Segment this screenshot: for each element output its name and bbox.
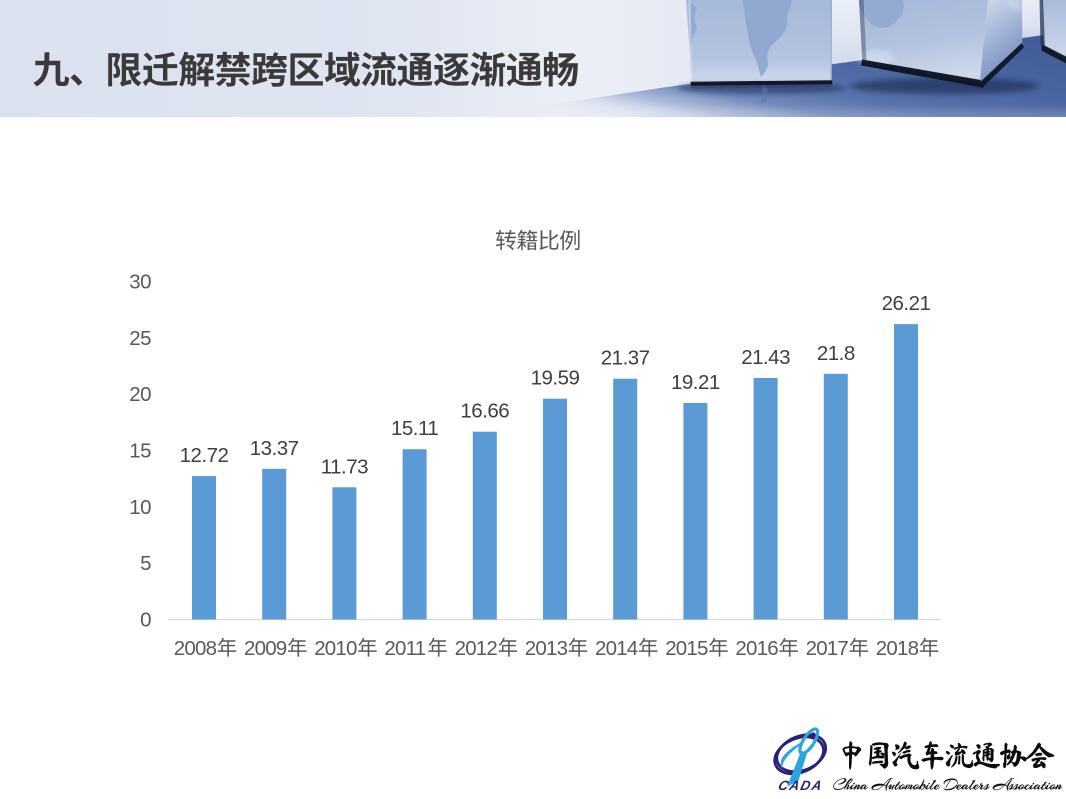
svg-text:21.8: 21.8 — [817, 342, 855, 365]
svg-text:25: 25 — [129, 327, 151, 350]
svg-text:19.21: 19.21 — [671, 371, 720, 394]
svg-text:2010: 2010 — [314, 637, 357, 660]
svg-text:21.37: 21.37 — [601, 347, 650, 370]
svg-text:19.59: 19.59 — [531, 367, 580, 390]
svg-text:16.66: 16.66 — [460, 400, 509, 423]
svg-text:0: 0 — [140, 609, 151, 632]
svg-text:2016: 2016 — [735, 637, 778, 660]
svg-text:2009: 2009 — [244, 637, 287, 660]
svg-text:2015: 2015 — [665, 637, 708, 660]
svg-text:CADA: CADA — [777, 778, 825, 793]
svg-text:10: 10 — [129, 496, 151, 519]
svg-text:12.72: 12.72 — [180, 444, 229, 467]
svg-text:2014: 2014 — [595, 637, 638, 660]
svg-text:5: 5 — [140, 552, 151, 575]
svg-text:11.73: 11.73 — [321, 455, 368, 478]
svg-text:2011: 2011 — [384, 637, 425, 660]
svg-text:15.11: 15.11 — [391, 417, 438, 440]
svg-text:2013: 2013 — [525, 637, 568, 660]
svg-text:26.21: 26.21 — [882, 292, 931, 315]
svg-text:15: 15 — [129, 440, 151, 463]
svg-text:2017: 2017 — [806, 637, 849, 660]
svg-text:2018: 2018 — [876, 637, 919, 660]
svg-text:21.43: 21.43 — [741, 346, 790, 369]
svg-text:30: 30 — [129, 270, 151, 293]
svg-text:13.37: 13.37 — [250, 437, 299, 460]
svg-text:2012: 2012 — [455, 637, 498, 660]
svg-text:2008: 2008 — [174, 637, 217, 660]
svg-text:20: 20 — [129, 383, 151, 406]
